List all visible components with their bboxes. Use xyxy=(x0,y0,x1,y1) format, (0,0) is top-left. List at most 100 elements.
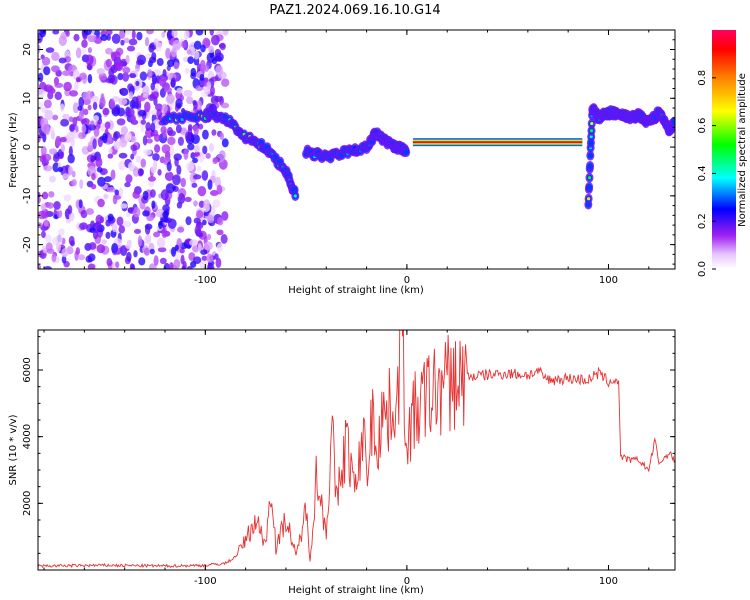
track-core xyxy=(587,197,591,201)
noise-blob xyxy=(185,216,192,226)
noise-blob xyxy=(43,219,49,227)
noise-blob xyxy=(115,261,120,268)
noise-blob xyxy=(82,91,90,100)
noise-blob xyxy=(178,192,184,200)
noise-blob xyxy=(193,174,202,180)
snr-plot-area xyxy=(38,330,675,570)
noise-blob xyxy=(217,216,224,226)
noise-blob xyxy=(193,200,198,207)
noise-blob xyxy=(56,209,63,219)
noise-blob xyxy=(199,73,205,81)
noise-blob xyxy=(118,225,126,234)
noise-blob xyxy=(126,45,136,52)
noise-blob xyxy=(83,108,89,116)
noise-blob xyxy=(66,131,75,143)
noise-blob xyxy=(125,54,130,65)
noise-blob xyxy=(118,152,128,159)
noise-blob xyxy=(59,136,67,143)
noise-blob xyxy=(77,254,86,261)
noise-blob xyxy=(213,55,222,62)
noise-blob xyxy=(87,123,96,131)
snr-xlabel: Height of straight line (km) xyxy=(288,585,424,596)
noise-blob xyxy=(142,210,150,217)
noise-blob xyxy=(138,194,144,205)
noise-blob xyxy=(166,93,175,104)
noise-blob xyxy=(71,170,76,178)
noise-blob xyxy=(139,71,148,81)
noise-blob xyxy=(128,161,135,172)
noise-blob xyxy=(196,210,204,219)
spectrogram-ylabel: Frequency (Hz) xyxy=(8,112,19,188)
noise-blob xyxy=(72,102,80,114)
noise-blob xyxy=(60,144,65,153)
noise-blob xyxy=(54,82,64,88)
noise-blob xyxy=(180,177,186,188)
noise-blob xyxy=(61,255,67,264)
noise-blob xyxy=(55,234,63,245)
noise-blob xyxy=(51,65,60,73)
noise-blob xyxy=(129,73,137,79)
noise-blob xyxy=(219,132,225,140)
noise-blob xyxy=(65,30,70,37)
noise-blob xyxy=(47,202,54,209)
noise-blob xyxy=(216,184,223,195)
noise-blob xyxy=(169,144,175,156)
noise-blob xyxy=(166,126,174,136)
noise-blob xyxy=(107,74,116,84)
noise-blob xyxy=(87,104,92,111)
figure-title: PAZ1.2024.069.16.10.G14 xyxy=(269,3,440,18)
noise-blob xyxy=(193,145,200,153)
noise-blob xyxy=(151,74,157,85)
noise-blob xyxy=(170,77,176,88)
noise-blob xyxy=(118,97,128,106)
noise-blob xyxy=(207,233,212,241)
noise-blob xyxy=(161,103,168,114)
noise-blob xyxy=(101,133,108,144)
noise-blob xyxy=(96,166,103,173)
noise-blob xyxy=(156,108,163,118)
noise-blob xyxy=(83,30,93,36)
track-body xyxy=(587,152,594,159)
noise-blob xyxy=(85,54,94,66)
noise-blob xyxy=(202,145,208,155)
noise-blob xyxy=(133,206,141,218)
noise-blob xyxy=(71,179,77,187)
noise-blob xyxy=(193,50,200,60)
noise-blob xyxy=(42,123,50,135)
noise-blob xyxy=(200,249,208,255)
noise-blob xyxy=(62,173,70,179)
noise-blob xyxy=(44,109,53,121)
noise-blob xyxy=(90,95,99,103)
noise-blob xyxy=(79,179,84,190)
noise-blob xyxy=(110,51,116,58)
noise-blob xyxy=(123,37,130,44)
noise-blob xyxy=(92,230,99,240)
noise-blob xyxy=(120,203,128,209)
noise-blob xyxy=(166,161,172,172)
noise-blob xyxy=(205,153,211,159)
noise-blob xyxy=(207,215,215,224)
noise-blob xyxy=(68,212,75,222)
noise-blob xyxy=(160,189,169,201)
noise-blob xyxy=(69,90,79,97)
noise-blob xyxy=(124,182,131,188)
noise-blob xyxy=(78,132,86,140)
noise-blob xyxy=(142,93,149,99)
noise-blob xyxy=(131,30,136,40)
noise-blob xyxy=(156,57,164,67)
noise-blob xyxy=(81,39,88,48)
noise-blob xyxy=(40,203,47,211)
noise-blob xyxy=(220,102,230,109)
noise-blob xyxy=(88,242,97,250)
noise-blob xyxy=(191,182,198,188)
noise-blob xyxy=(173,61,180,70)
noise-blob xyxy=(189,239,199,247)
noise-blob xyxy=(128,91,134,100)
noise-blob xyxy=(116,216,124,227)
noise-blob xyxy=(96,67,106,75)
noise-blob xyxy=(177,136,184,146)
noise-blob xyxy=(118,187,124,198)
noise-blob xyxy=(172,174,181,186)
noise-blob xyxy=(152,153,160,162)
